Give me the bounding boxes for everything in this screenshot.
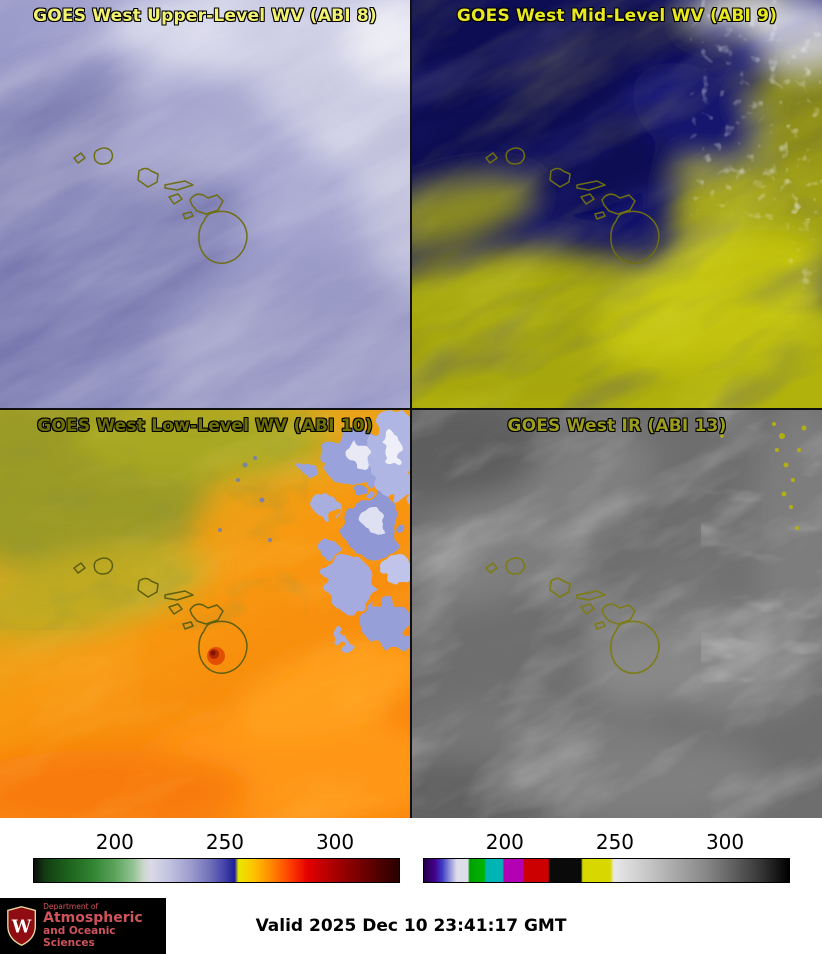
cold-cloud-top-specks xyxy=(710,422,807,530)
ir-image xyxy=(412,410,822,818)
wv-colorbar xyxy=(33,858,400,883)
colorbar-tick: 250 xyxy=(595,830,635,854)
ir-colorbar xyxy=(423,858,790,883)
panel-title: GOES West IR (ABI 13) xyxy=(507,416,727,436)
low-level-wv-image xyxy=(0,410,410,818)
hawaii-outline xyxy=(485,557,660,675)
panel-low-level-wv[interactable]: GOES West Low-Level WV (ABI 10) xyxy=(0,410,410,818)
hawaii-outline xyxy=(73,557,248,674)
logo-dept-line: and Oceanic Sciences xyxy=(43,925,116,949)
panel-upper-level-wv[interactable]: GOES West Upper-Level WV (ABI 8) xyxy=(0,0,410,408)
colorbar-tick: 250 xyxy=(205,830,245,854)
colorbar-tick: 200 xyxy=(485,830,524,854)
footer: Valid 2025 Dec 10 23:41:17 GMT W Departm… xyxy=(0,898,822,954)
hawaii-outline xyxy=(73,147,248,264)
colorbar-tick: 200 xyxy=(95,830,134,854)
panel-mid-level-wv[interactable]: GOES West Mid-Level WV (ABI 9) xyxy=(412,0,822,408)
valid-timestamp: Valid 2025 Dec 10 23:41:17 GMT xyxy=(255,916,567,936)
mid-level-wv-image xyxy=(412,0,822,408)
panel-title: GOES West Low-Level WV (ABI 10) xyxy=(37,416,373,436)
satellite-quad-grid: GOES West Upper-Level WV (ABI 8) xyxy=(0,0,822,818)
panel-title: GOES West Upper-Level WV (ABI 8) xyxy=(33,6,377,26)
ir-colorbar-group: 200 250 300 xyxy=(423,826,790,890)
colorbar-tick: 300 xyxy=(705,830,745,854)
colorbar-row: 200 250 300 200 250 300 xyxy=(0,818,822,898)
logo-dept-line: Department of xyxy=(43,902,99,912)
colorbar-tick: 300 xyxy=(315,830,355,854)
logo-dept-line: Atmospheric xyxy=(43,910,143,927)
wv-colorbar-group: 200 250 300 xyxy=(33,826,400,890)
uw-aos-logo[interactable]: W Department of Atmospheric and Oceanic … xyxy=(0,898,166,954)
uw-crest-icon: W xyxy=(7,906,36,946)
panel-ir[interactable]: GOES West IR (ABI 13) xyxy=(412,410,822,818)
hawaii-outline xyxy=(485,147,660,264)
wv-colorbar-ticks: 200 250 300 xyxy=(33,826,400,854)
logo-text: Department of Atmospheric and Oceanic Sc… xyxy=(43,902,160,949)
upper-level-wv-image xyxy=(0,0,410,408)
panel-title: GOES West Mid-Level WV (ABI 9) xyxy=(456,6,778,26)
ir-colorbar-ticks: 200 250 300 xyxy=(423,826,790,854)
crest-monogram: W xyxy=(11,917,32,937)
